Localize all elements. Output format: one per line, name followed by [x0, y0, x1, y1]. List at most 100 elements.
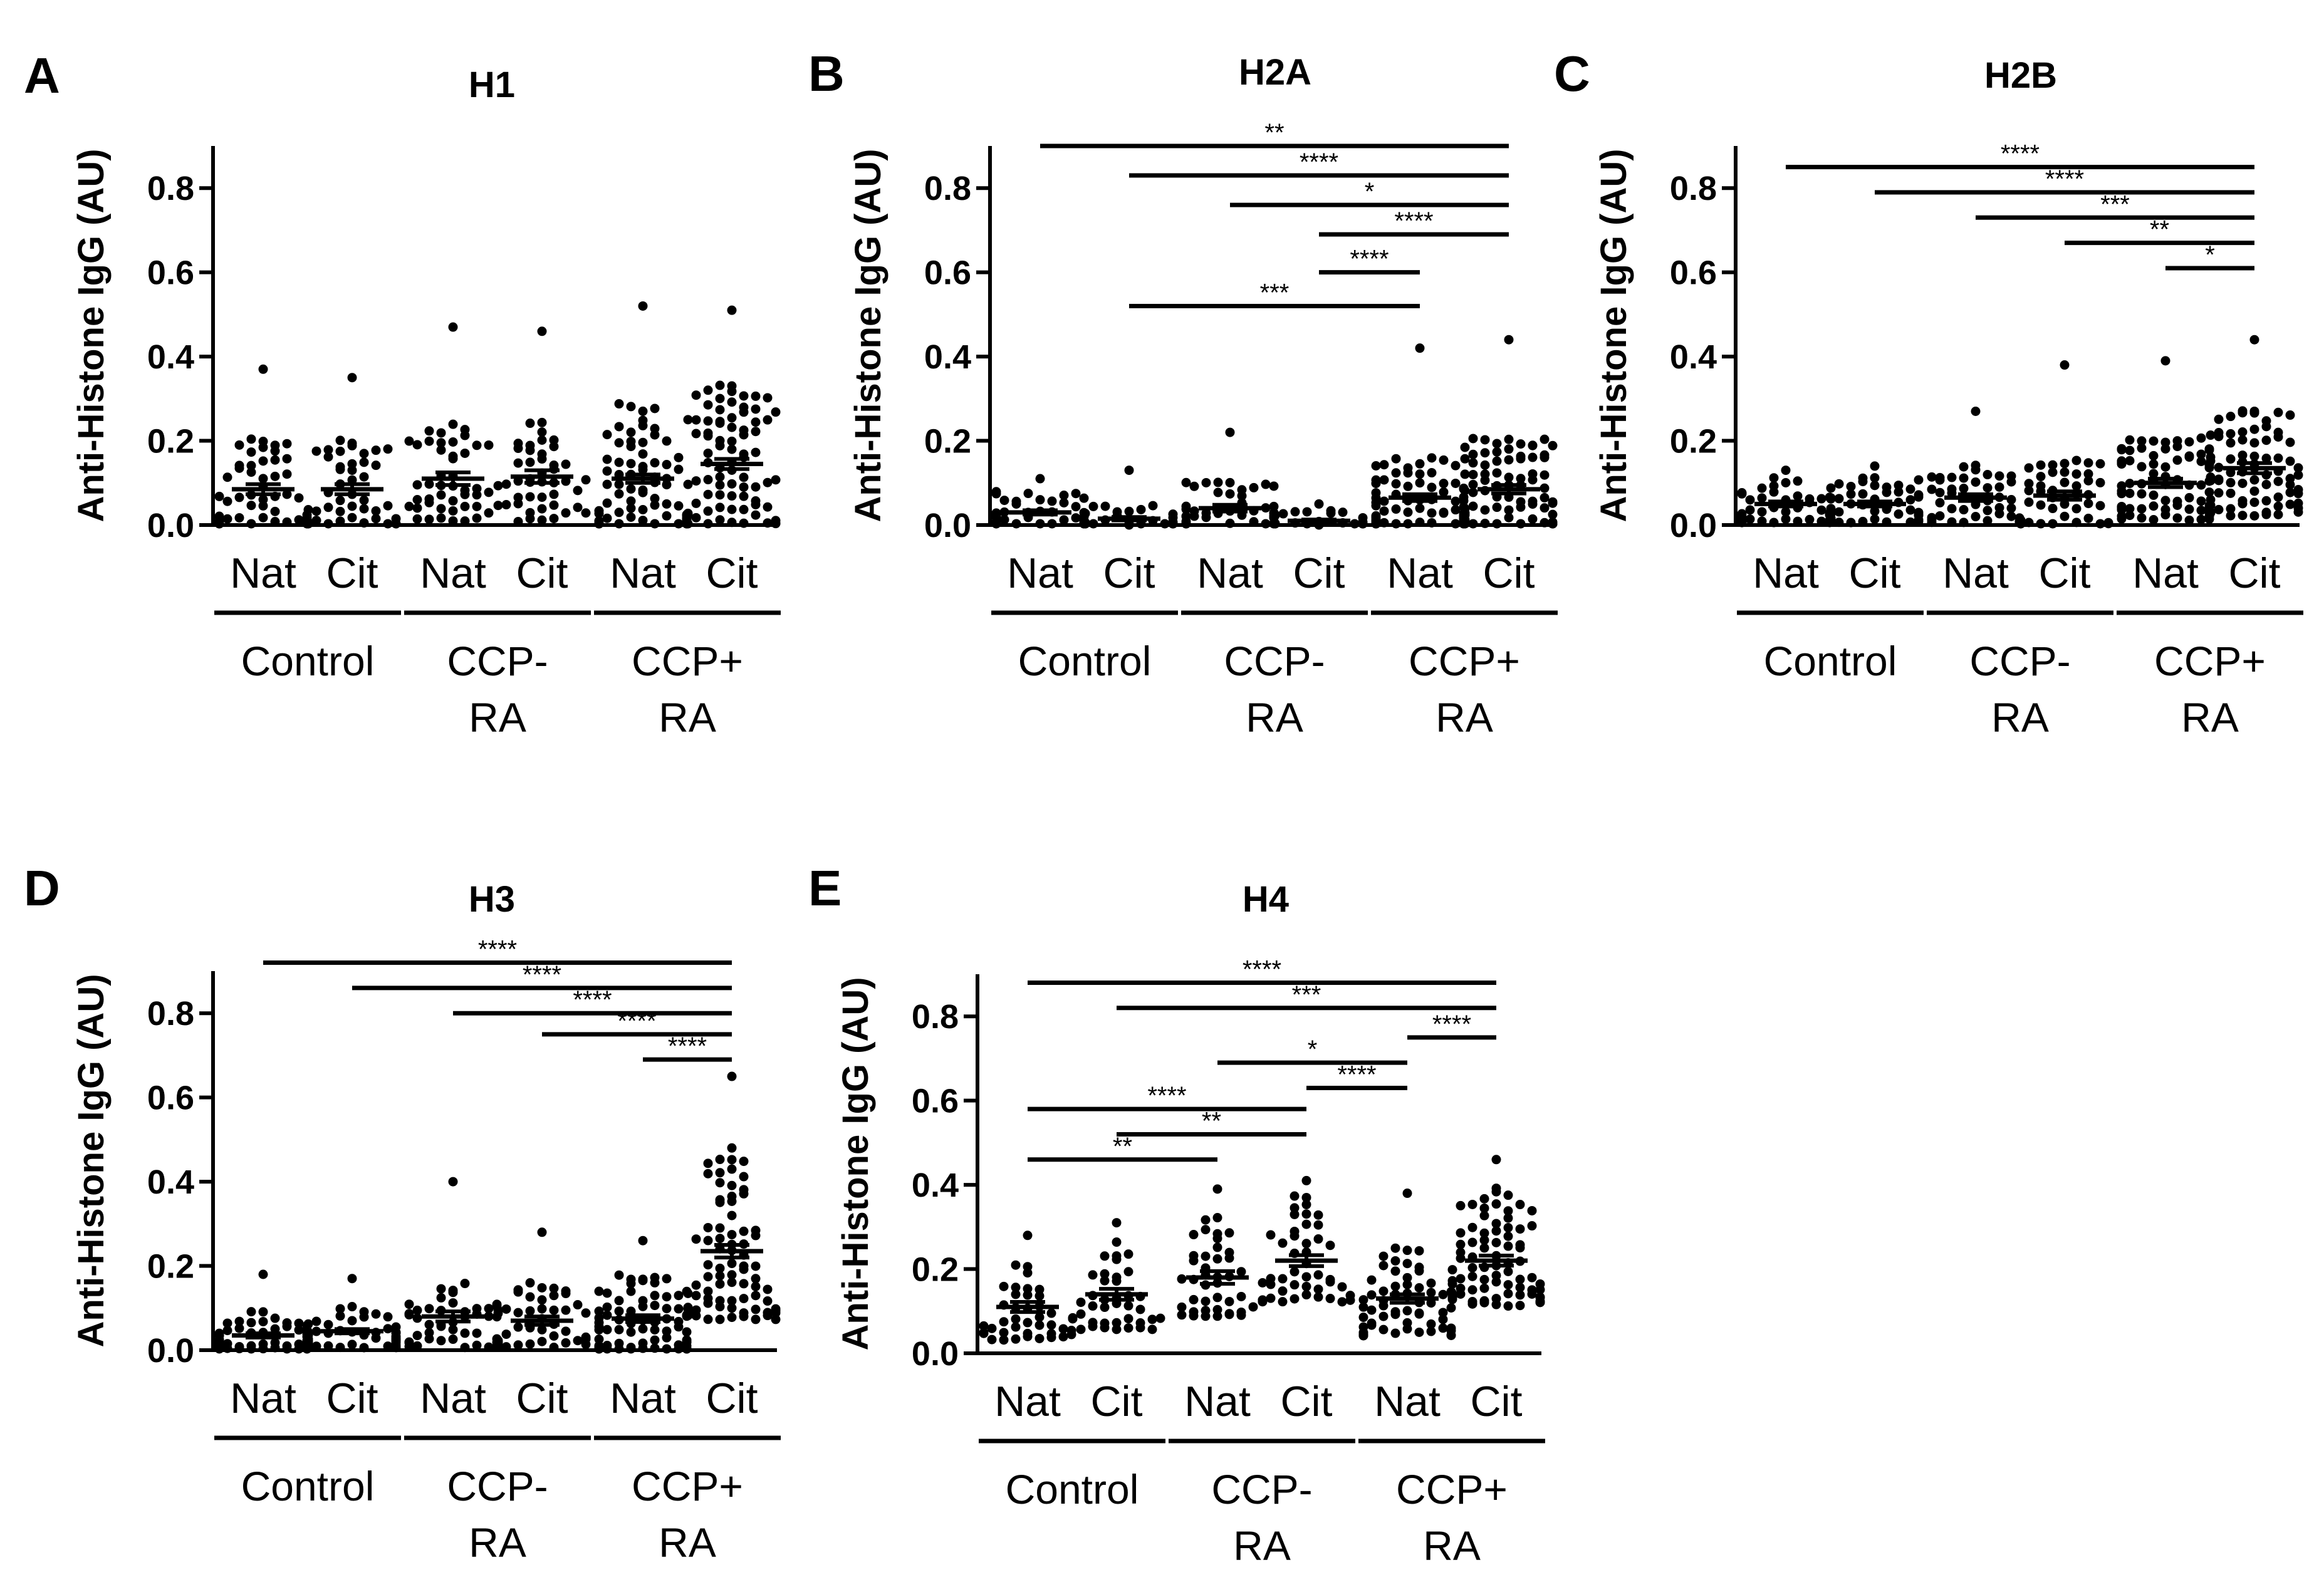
data-point	[359, 1343, 369, 1353]
significance-label: ****	[1300, 148, 1338, 176]
data-point	[991, 489, 1001, 499]
series-points	[493, 326, 591, 526]
data-point	[1212, 1304, 1222, 1314]
data-point	[391, 519, 401, 529]
data-point	[537, 1295, 547, 1305]
data-point	[727, 1143, 737, 1153]
data-point	[493, 1305, 503, 1315]
data-point	[448, 322, 458, 332]
data-point	[1548, 509, 1558, 519]
data-point	[2117, 502, 2127, 512]
data-point	[2206, 494, 2216, 504]
data-point	[2184, 437, 2194, 447]
data-point	[1479, 1210, 1489, 1220]
data-point	[1516, 474, 1526, 484]
data-point	[727, 436, 737, 446]
data-point	[1480, 460, 1490, 470]
data-point	[650, 1325, 660, 1335]
data-point	[2226, 511, 2236, 521]
data-point	[1959, 518, 1969, 528]
data-point	[1491, 1277, 1501, 1287]
data-point	[2060, 467, 2070, 477]
data-point	[1367, 1318, 1377, 1328]
data-point	[1112, 1272, 1122, 1282]
data-point	[715, 1271, 725, 1281]
data-point	[460, 448, 470, 458]
data-point	[2125, 445, 2135, 455]
data-point	[549, 1305, 559, 1315]
data-point	[1515, 1301, 1525, 1311]
data-point	[691, 429, 701, 439]
data-point	[614, 1324, 624, 1334]
data-point	[662, 499, 672, 509]
data-point	[1391, 519, 1401, 529]
data-point	[1302, 507, 1312, 517]
data-point	[602, 466, 612, 476]
data-point	[1266, 1230, 1276, 1240]
data-point	[1905, 495, 1915, 505]
data-point	[501, 1342, 511, 1352]
data-point	[549, 1331, 559, 1341]
significance-label: ****	[2045, 165, 2084, 193]
data-point	[638, 415, 648, 425]
data-point	[1769, 518, 1779, 528]
data-point	[2249, 475, 2259, 485]
data-point	[549, 500, 559, 510]
data-point	[2016, 519, 2026, 529]
y-tick-label: 0.0	[912, 1335, 959, 1373]
data-point	[638, 437, 648, 447]
y-tick-label: 0.6	[147, 1080, 194, 1117]
group-label: CCP-	[1211, 1466, 1312, 1512]
data-point	[1492, 519, 1502, 529]
data-point	[1047, 496, 1057, 506]
data-point	[1882, 487, 1892, 497]
data-point	[682, 1344, 692, 1354]
data-point	[484, 487, 494, 497]
y-tick-label: 0.6	[1670, 254, 1717, 292]
data-point	[2125, 488, 2135, 498]
data-point	[222, 1326, 232, 1336]
data-point	[1058, 1332, 1068, 1342]
data-point	[2036, 460, 2046, 470]
group-label: RA	[659, 1519, 716, 1566]
data-point	[1460, 486, 1470, 496]
data-point	[594, 1306, 604, 1316]
data-point	[2125, 511, 2135, 521]
significance-label: ****	[1337, 1061, 1376, 1089]
data-point	[1023, 1290, 1033, 1300]
data-point	[246, 519, 256, 529]
data-point	[573, 1300, 583, 1310]
significance-label: **	[2150, 216, 2169, 244]
data-point	[1123, 1314, 1133, 1324]
data-point	[1224, 1247, 1234, 1257]
data-point	[626, 496, 636, 506]
data-point	[1181, 519, 1191, 529]
data-point	[1535, 1279, 1545, 1289]
data-point	[2196, 449, 2206, 459]
data-point	[2160, 356, 2170, 366]
data-point	[650, 1335, 660, 1345]
data-point	[2024, 486, 2034, 496]
data-point	[404, 501, 414, 511]
data-point	[2285, 437, 2295, 447]
data-point	[602, 1288, 612, 1298]
data-point	[1971, 512, 1981, 522]
data-point	[258, 456, 268, 466]
data-point	[703, 448, 713, 458]
significance-label: ****	[668, 1033, 707, 1060]
data-point	[1390, 1256, 1400, 1266]
data-point	[683, 415, 693, 425]
data-point	[626, 1274, 636, 1284]
data-point	[234, 512, 244, 523]
data-point	[2226, 412, 2236, 422]
data-point	[602, 1310, 612, 1320]
data-point	[1301, 1272, 1311, 1282]
group-label: RA	[659, 694, 716, 741]
data-point	[1261, 479, 1271, 489]
data-point	[561, 459, 571, 469]
data-point	[1451, 496, 1461, 506]
data-point	[1467, 1199, 1477, 1209]
x-category-label: Nat	[610, 549, 676, 597]
x-category-label: Cit	[2038, 549, 2090, 597]
x-category-label: Nat	[230, 549, 296, 597]
